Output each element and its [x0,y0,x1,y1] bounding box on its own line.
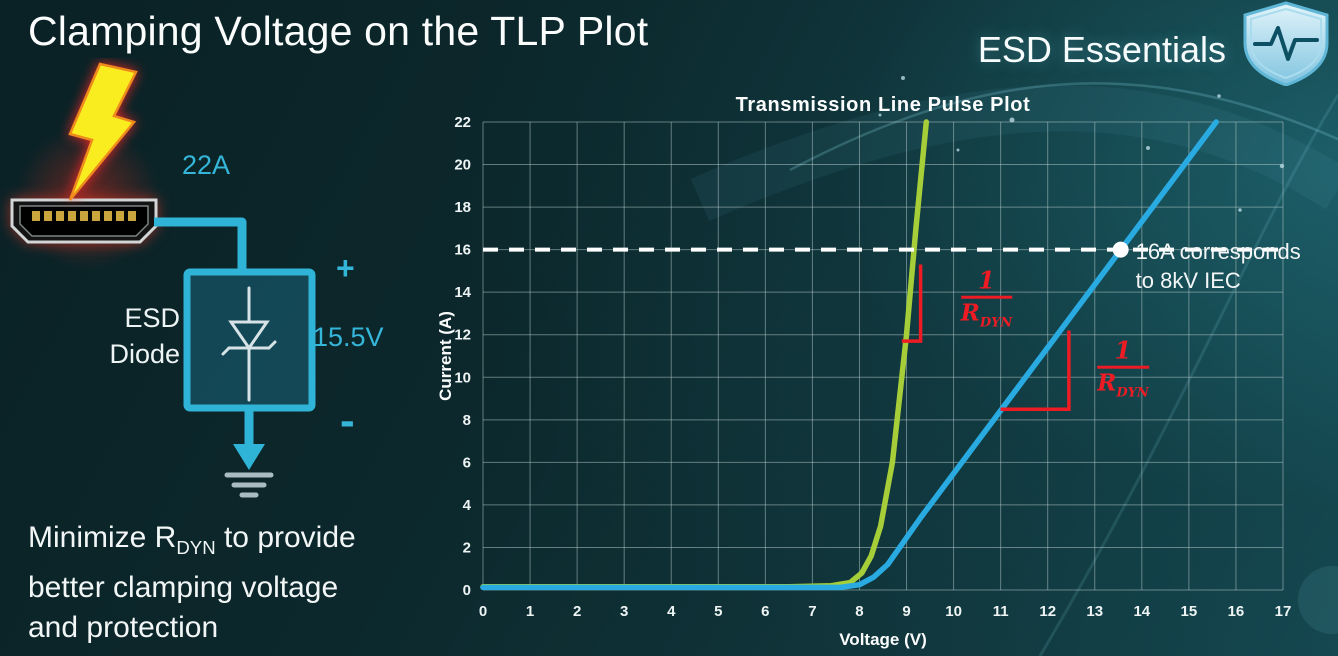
x-tick-label: 6 [761,603,769,620]
brand: ESD Essentials [978,0,1332,86]
series-line-1 [480,119,1219,591]
hdmi-connector-icon [10,198,158,244]
shield-inner-edge [1250,7,1322,80]
esd-diode-label-line1: ESD [124,303,180,333]
takeaway-line1-pre: Minimize R [28,521,177,554]
x-tick-label: 0 [479,603,487,620]
x-tick-label: 7 [808,603,816,620]
x-tick-label: 13 [1086,603,1103,620]
brand-name: ESD Essentials [977,29,1226,70]
rdyn-sub: DYN [1116,385,1149,401]
y-tick-label: 2 [463,539,471,556]
y-tick-label: 14 [454,284,471,301]
takeaway-line2: better clamping voltage [28,571,339,604]
x-tick-label: 4 [667,603,676,620]
wire [154,217,247,273]
rdyn-subscript: DYN [176,537,216,558]
shield-logo-icon [1243,1,1329,86]
y-tick-label: 8 [463,412,471,429]
takeaway-text: Minimize RDYN to provide better clamping… [28,518,356,648]
lightning-bolt-icon [68,62,138,201]
x-tick-label: 9 [902,603,910,620]
y-tick-label: 10 [454,369,471,386]
y-tick-label: 12 [454,327,471,344]
y-tick-label: 18 [454,199,471,216]
rdyn-r: R [1097,369,1117,397]
fraction-bar [960,295,1013,299]
takeaway-line1-post: to provide [215,521,356,554]
rdyn-r: R [960,299,980,327]
slope-marker-1 [1000,330,1071,411]
esd-diode-label: ESD Diode [92,300,180,372]
y-tick-label: 20 [454,157,471,174]
slope-marker-0 [901,264,923,343]
x-tick-label: 1 [526,603,534,620]
y-tick-label: 16 [454,242,471,259]
connector-pins [32,211,136,221]
y-tick-label: 6 [463,454,471,471]
surge-current-label: 22A [182,150,231,180]
x-tick-label: 11 [993,603,1009,620]
iec-marker-label-line2: to 8kV IEC [1135,267,1241,293]
y-tick-label: 4 [463,497,472,514]
chart-title: Transmission Line Pulse Plot [735,94,1031,116]
y-axis-label: Current (A) [436,311,455,401]
x-tick-label: 14 [1133,603,1150,620]
iec-marker-dot [1112,241,1129,258]
rdyn-slope-label-blue: 1 RDYN [1097,338,1149,399]
x-axis-label: Voltage (V) [839,630,927,649]
esd-diode-label-line2: Diode [109,339,180,369]
y-tick-label: 0 [463,582,471,599]
iec-marker-label: 16A corresponds to 8kV IEC [1136,237,1301,295]
x-tick-label: 5 [714,603,722,620]
esd-circuit-diagram [10,62,316,498]
polarity-minus-label: - [340,396,355,445]
x-tick-label: 8 [855,603,863,620]
y-tick-label: 22 [454,114,471,131]
rdyn-denominator: RDYN [1097,368,1149,399]
zener-diode-symbol [221,286,277,402]
clamp-voltage-label: 15.5V [313,322,384,352]
rdyn-numerator: 1 [1114,335,1132,365]
page-title: Clamping Voltage on the TLP Plot [28,8,649,54]
takeaway-line1: Minimize RDYN to provide [28,518,356,568]
rdyn-denominator: RDYN [961,298,1013,329]
shield-shape [1243,1,1329,86]
rdyn-slope-label-green: 1 RDYN [960,265,1013,329]
x-tick-label: 15 [1181,603,1198,620]
iec-marker-label-line1: 16A corresponds [1135,238,1301,264]
x-tick-label: 12 [1039,603,1056,620]
x-tick-label: 16 [1228,603,1245,620]
tlp-plot: 0 1 2 3 4 5 6 7 8 9 10 11 12 13 14 15 16 1702468101214161… [454,114,1292,620]
x-tick-label: 2 [573,603,581,620]
takeaway-line3: and protection [28,611,219,644]
pulse-icon [1253,26,1319,61]
x-tick-label: 17 [1275,603,1292,620]
rdyn-numerator: 1 [978,265,995,295]
arrow-down-icon [233,444,265,470]
polarity-plus-label: + [336,250,355,286]
ground-symbol-icon [224,472,274,498]
rdyn-sub: DYN [979,314,1013,330]
fraction-bar [1097,365,1149,369]
x-tick-label: 10 [945,603,962,620]
x-tick-label: 3 [620,603,628,620]
